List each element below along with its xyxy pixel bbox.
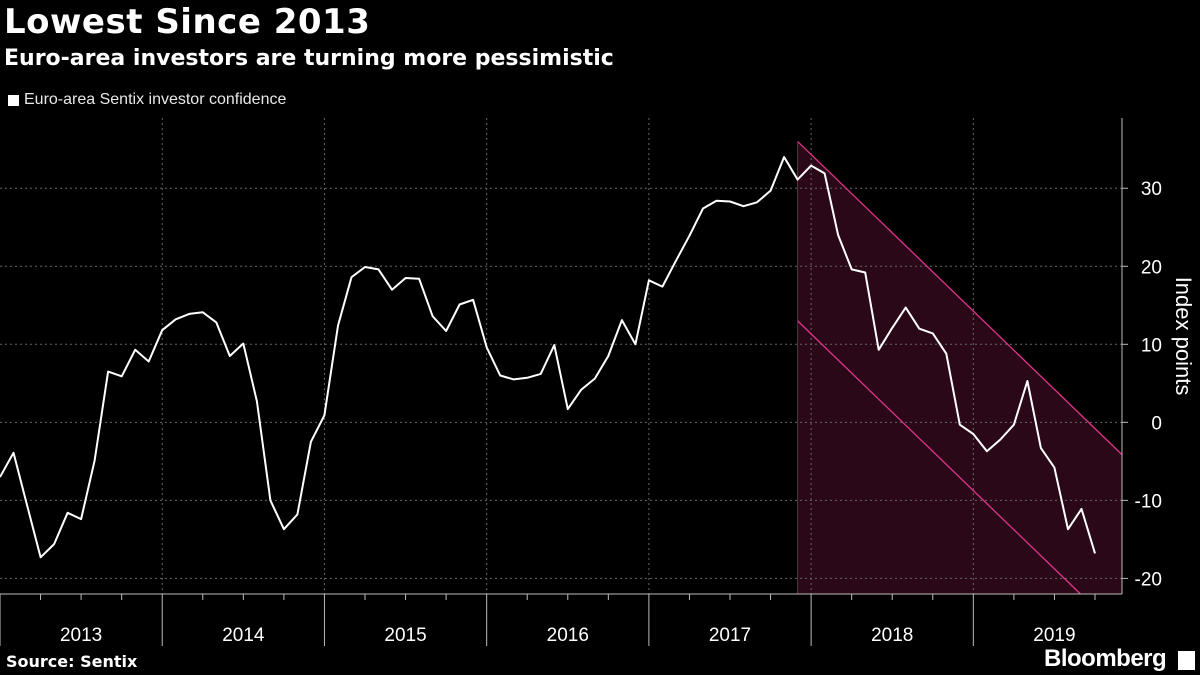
x-tick-label: 2015 [384, 625, 426, 646]
x-tick-label: 2013 [60, 625, 102, 646]
channel-fill [797, 141, 1122, 594]
y-tick-label: -10 [1135, 491, 1162, 512]
chart-title: Lowest Since 2013 [4, 2, 371, 42]
source-note: Source: Sentix [6, 652, 138, 671]
y-tick-label: 10 [1141, 335, 1162, 356]
x-tick-label: 2017 [709, 625, 751, 646]
x-tick-label: 2016 [547, 625, 589, 646]
y-axis-label: Index points [1171, 277, 1196, 396]
channel-lower-line [797, 320, 1081, 595]
legend-label: Euro-area Sentix investor confidence [24, 91, 287, 108]
series-line-sentix [0, 156, 1096, 559]
legend: Euro-area Sentix investor confidence [8, 91, 286, 109]
x-tick-label: 2018 [871, 625, 913, 646]
x-tick-label: 2014 [222, 625, 265, 646]
y-tick-label: 0 [1151, 413, 1162, 434]
x-tick-label: 2019 [1033, 625, 1075, 646]
chart-subtitle: Euro-area investors are turning more pes… [4, 46, 614, 71]
brand-logo: Bloomberg [1044, 645, 1167, 672]
legend-swatch [8, 94, 19, 106]
brand-badge-icon [1178, 651, 1195, 670]
y-tick-label: 30 [1141, 179, 1162, 200]
y-tick-label: 20 [1141, 257, 1162, 278]
channel-upper-line [797, 140, 1123, 456]
y-tick-label: -20 [1135, 569, 1162, 590]
